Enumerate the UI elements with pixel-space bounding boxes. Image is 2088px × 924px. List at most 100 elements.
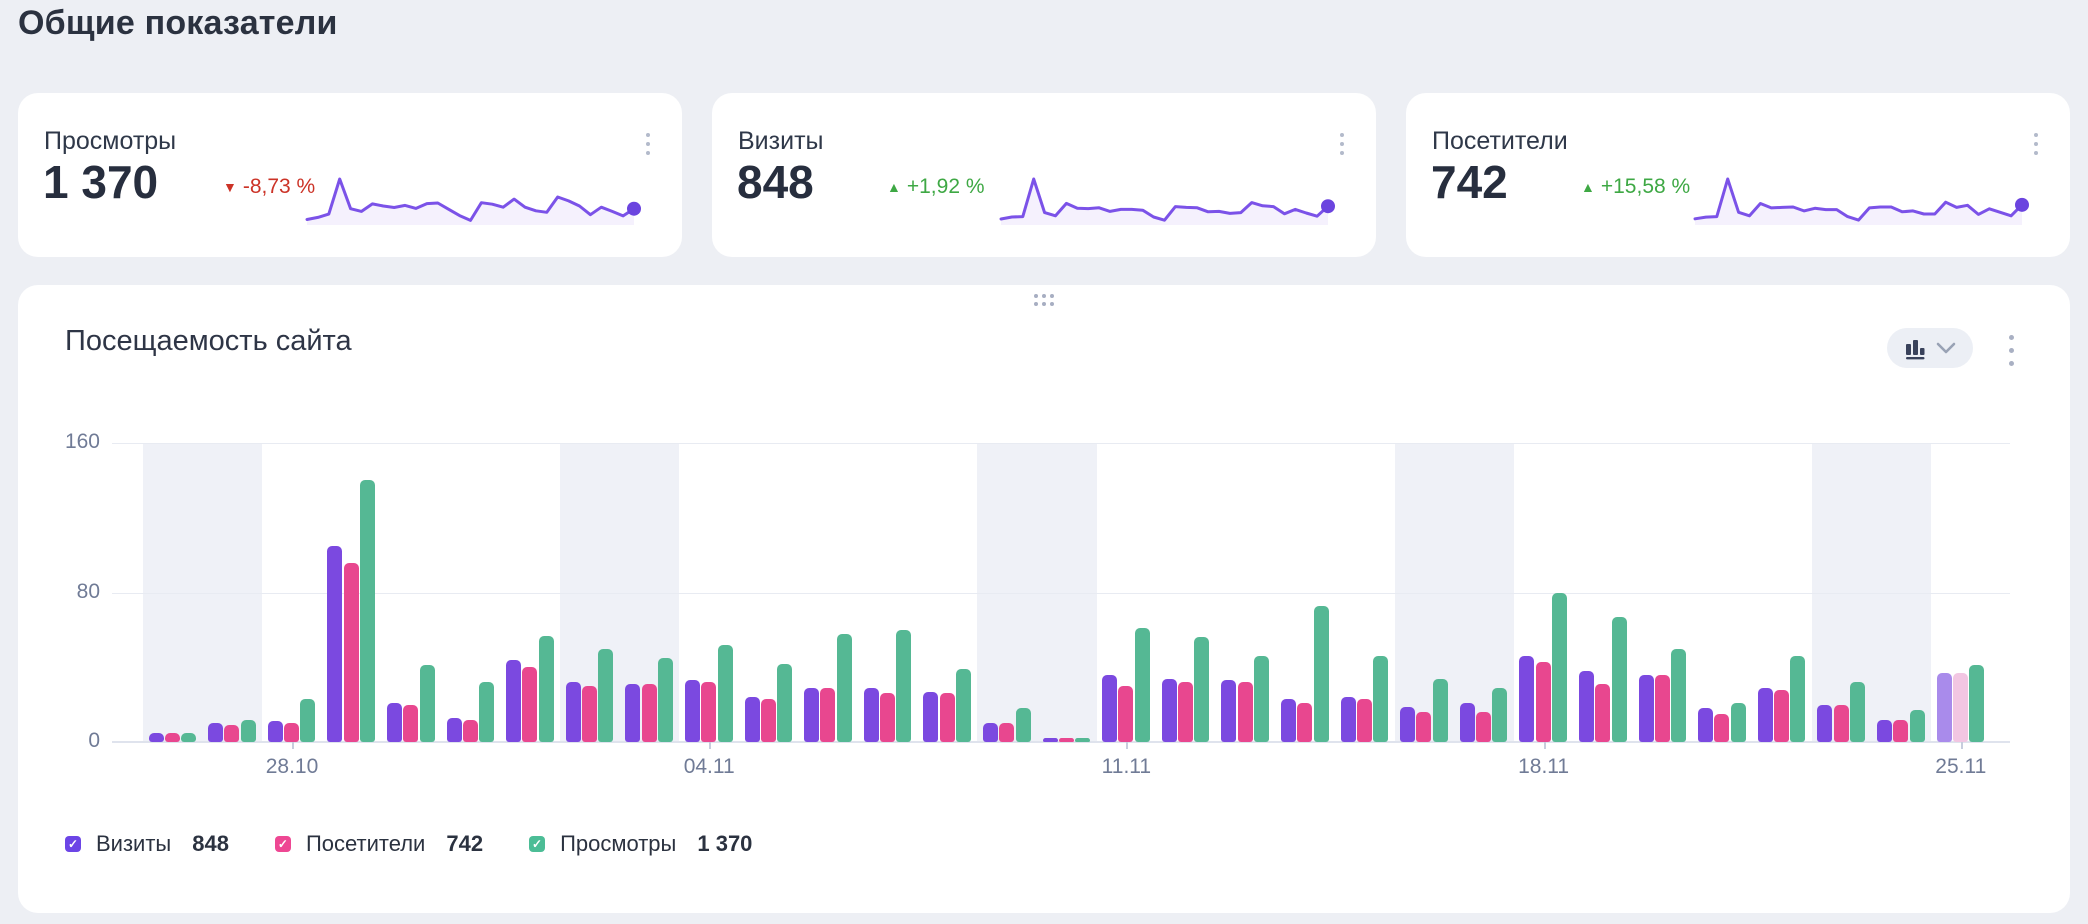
chart-bar-Визиты[interactable] [446, 717, 462, 742]
chart-bar-Просмотры[interactable] [896, 629, 912, 742]
chart-bar-Посетители[interactable] [1416, 712, 1432, 742]
legend-item-views[interactable]: ✓ Просмотры 1 370 [529, 831, 752, 857]
chart-bar-Визиты[interactable] [1519, 656, 1535, 742]
chart-bar-Визиты[interactable] [1340, 697, 1356, 742]
chart-bar-Посетители[interactable] [164, 732, 180, 742]
chart-bar-Просмотры[interactable] [240, 719, 256, 742]
chart-bar-Посетители[interactable] [224, 725, 240, 742]
chart-bar-Просмотры[interactable] [538, 635, 554, 742]
chart-bar-Визиты[interactable] [565, 682, 581, 742]
chart-bar-Просмотры[interactable] [1611, 616, 1627, 742]
chart-bar-Визиты[interactable] [982, 723, 998, 742]
chart-bar-Посетители[interactable] [1058, 738, 1074, 742]
chart-bar-Визиты[interactable] [744, 697, 760, 742]
chart-bar-Просмотры[interactable] [1551, 592, 1567, 742]
chart-bar-Визиты[interactable] [506, 659, 522, 742]
chart-bar-Посетители[interactable] [641, 684, 657, 742]
drag-handle[interactable] [1031, 291, 1057, 309]
chart-bar-Визиты[interactable] [1936, 672, 1952, 742]
chart-bar-Визиты[interactable] [1876, 719, 1892, 742]
chart-bar-Посетители[interactable] [1476, 712, 1491, 742]
chart-bar-Визиты[interactable] [1161, 678, 1177, 742]
chart-bar-Посетители[interactable] [939, 693, 955, 742]
chart-bar-Просмотры[interactable] [1909, 710, 1925, 742]
chart-bar-Просмотры[interactable] [1790, 656, 1806, 742]
chart-bar-Посетители[interactable] [403, 704, 419, 742]
chart-bar-Визиты[interactable] [1459, 702, 1475, 742]
chart-bar-Визиты[interactable] [327, 545, 343, 742]
chart-bar-Визиты[interactable] [1757, 687, 1773, 742]
chart-bar-Визиты[interactable] [208, 723, 224, 742]
chart-bar-Просмотры[interactable] [419, 665, 435, 742]
chart-type-selector[interactable] [1887, 328, 1973, 368]
chart-bar-Посетители[interactable] [1535, 661, 1551, 742]
chart-bar-Просмотры[interactable] [1671, 648, 1687, 742]
chart-bar-Визиты[interactable] [267, 721, 283, 742]
kebab-menu-icon[interactable] [2005, 331, 2018, 370]
chart-bar-Просмотры[interactable] [836, 633, 852, 742]
chart-bar-Просмотры[interactable] [598, 648, 614, 742]
chart-bar-Визиты[interactable] [625, 684, 641, 742]
chart-bar-Визиты[interactable] [1638, 674, 1654, 742]
chart-bar-Посетители[interactable] [1297, 702, 1313, 742]
chart-bar-Просмотры[interactable] [1730, 702, 1746, 742]
chart-bar-Просмотры[interactable] [181, 732, 197, 742]
chart-bar-Визиты[interactable] [923, 691, 939, 742]
chart-bar-Просмотры[interactable] [1849, 682, 1865, 742]
kebab-menu-icon[interactable] [2030, 129, 2042, 159]
chart-bar-Посетители[interactable] [1654, 674, 1670, 742]
chart-bar-Посетители[interactable] [522, 667, 538, 743]
chart-bar-Посетители[interactable] [1774, 689, 1789, 742]
chart-bar-Просмотры[interactable] [1134, 628, 1150, 742]
chart-bar-Просмотры[interactable] [1492, 687, 1508, 742]
legend-item-visitors[interactable]: ✓ Посетители 742 [274, 831, 483, 857]
chart-bar-Визиты[interactable] [1698, 708, 1714, 742]
chart-bar-Просмотры[interactable] [1015, 708, 1031, 742]
chart-bar-Просмотры[interactable] [1313, 605, 1329, 742]
chart-bar-Визиты[interactable] [1102, 674, 1118, 742]
chart-bar-Посетители[interactable] [284, 723, 299, 742]
chart-bar-Посетители[interactable] [999, 723, 1015, 742]
chart-bar-Просмотры[interactable] [955, 669, 971, 742]
chart-bar-Посетители[interactable] [582, 685, 597, 742]
chart-bar-Посетители[interactable] [880, 693, 895, 742]
chart-bar-Визиты[interactable] [1817, 704, 1833, 742]
chart-bar-Просмотры[interactable] [300, 699, 316, 742]
chart-bar-Просмотры[interactable] [479, 682, 495, 742]
chart-bar-Просмотры[interactable] [1194, 637, 1210, 742]
chart-bar-Визиты[interactable] [1280, 699, 1296, 742]
chart-bar-Визиты[interactable] [386, 702, 402, 742]
chart-bar-Посетители[interactable] [820, 687, 836, 742]
chart-bar-Посетители[interactable] [1356, 699, 1372, 742]
chart-bar-Посетители[interactable] [1952, 672, 1968, 742]
kebab-menu-icon[interactable] [642, 129, 654, 159]
chart-bar-Визиты[interactable] [1042, 738, 1058, 742]
chart-bar-Просмотры[interactable] [1373, 656, 1389, 742]
chart-bar-Визиты[interactable] [148, 732, 164, 742]
chart-bar-Посетители[interactable] [701, 682, 717, 742]
chart-bar-Просмотры[interactable] [1969, 665, 1985, 742]
chart-bar-Просмотры[interactable] [1075, 738, 1091, 742]
chart-bar-Визиты[interactable] [804, 687, 820, 742]
chart-bar-Посетители[interactable] [1118, 685, 1134, 742]
chart-bar-Визиты[interactable] [863, 687, 879, 742]
chart-bar-Посетители[interactable] [1893, 719, 1909, 742]
chart-bar-Визиты[interactable] [1578, 671, 1594, 742]
chart-bar-Посетители[interactable] [343, 562, 359, 742]
legend-checkbox[interactable]: ✓ [274, 836, 291, 852]
chart-bar-Просмотры[interactable] [717, 644, 733, 742]
chart-bar-Посетители[interactable] [1178, 682, 1193, 742]
chart-bar-Визиты[interactable] [1400, 706, 1416, 742]
legend-checkbox[interactable]: ✓ [65, 836, 81, 852]
chart-bar-Посетители[interactable] [760, 699, 776, 742]
chart-bar-Просмотры[interactable] [657, 657, 673, 742]
chart-bar-Просмотры[interactable] [1253, 656, 1269, 742]
chart-bar-Посетители[interactable] [1237, 682, 1253, 742]
kebab-menu-icon[interactable] [1336, 129, 1348, 159]
chart-bar-Просмотры[interactable] [1432, 678, 1448, 742]
chart-bar-Посетители[interactable] [1714, 714, 1730, 742]
chart-bar-Визиты[interactable] [684, 680, 700, 742]
legend-checkbox[interactable]: ✓ [529, 836, 546, 852]
chart-bar-Посетители[interactable] [1833, 704, 1849, 742]
legend-item-visits[interactable]: ✓ Визиты 848 [65, 831, 229, 857]
